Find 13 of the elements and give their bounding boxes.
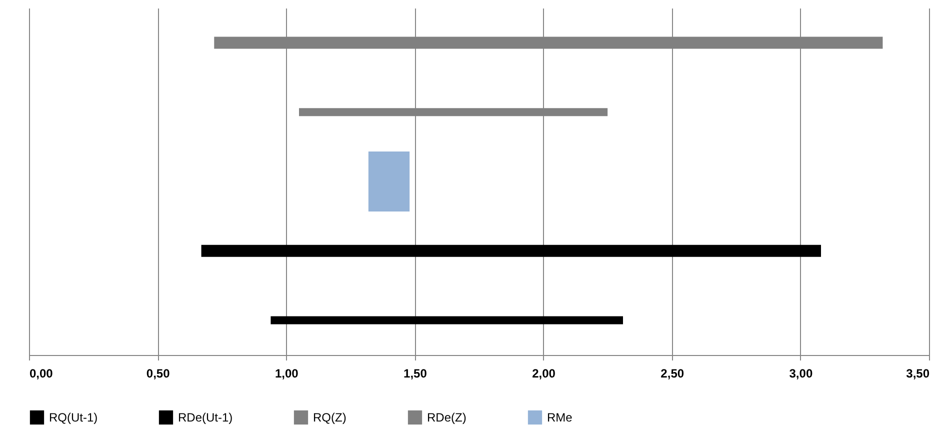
x-tick-label: 1,00 xyxy=(274,366,299,380)
x-tick-label: 1,50 xyxy=(404,366,428,380)
legend-label: RDe(Ut-1) xyxy=(178,410,233,424)
legend-label: RDe(Z) xyxy=(427,410,466,424)
x-tick-label: 3,00 xyxy=(789,366,813,380)
legend-label: RQ(Z) xyxy=(313,410,346,424)
x-tick-label: 2,50 xyxy=(660,366,684,380)
legend-label: RQ(Ut-1) xyxy=(49,410,98,424)
legend-label: RMe xyxy=(547,410,573,424)
x-tick-label: 3,50 xyxy=(906,366,930,380)
x-tick-label: 0,50 xyxy=(146,366,170,380)
x-tick-label: 0,00 xyxy=(30,366,54,380)
x-tick-label: 2,00 xyxy=(532,366,556,380)
